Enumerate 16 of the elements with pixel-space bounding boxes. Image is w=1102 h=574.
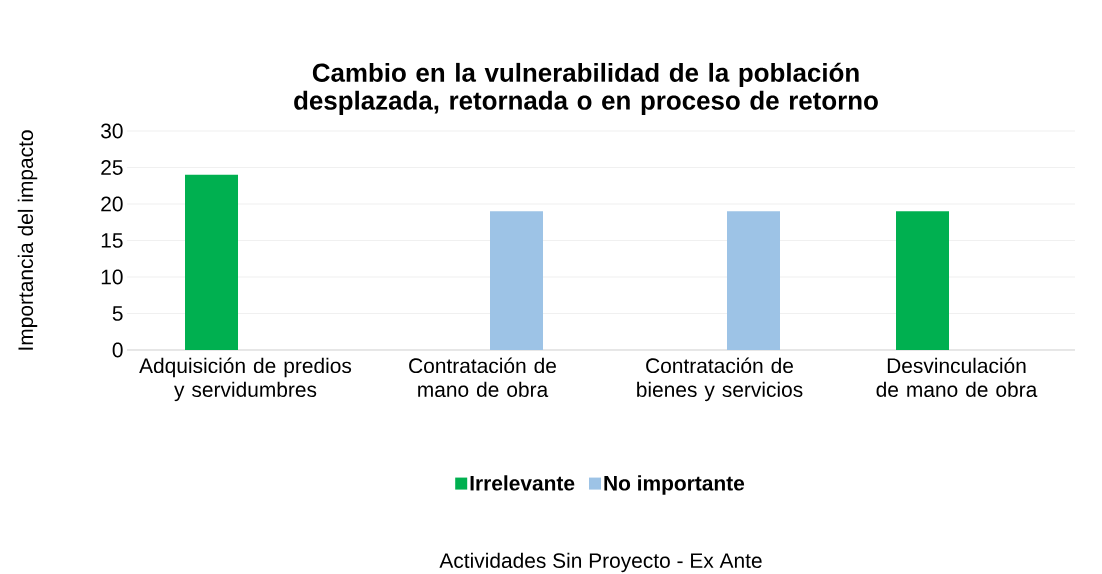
y-tick-label: 15 [101,233,123,248]
y-axis-title: Importancia del impacto [17,130,38,350]
y-tick-label: 30 [101,123,123,139]
y-tick-label: 10 [101,269,123,285]
y-tick-label: 0 [112,342,123,358]
y-tick-label: 5 [112,306,123,321]
y-tick-label: 20 [101,196,123,212]
y-tick-label: 25 [101,160,123,175]
legend-label: Irrelevante [470,475,575,491]
legend-label: No importante [604,475,745,495]
x-tick-label: Adquisición de predios y servidumbres [139,357,352,402]
x-tick-label: Contratación de mano de obra [409,357,556,398]
chart-title: Cambio en la vulnerabilidad de la población desplazada, retornada o en proceso de retorno [294,62,878,115]
x-tick-label: Desvinculación de mano de obra [876,357,1038,398]
text: Actividades Sin Proyecto - Ex Ante [439,552,762,573]
x-tick-label: Contratación de bienes y servicios [637,357,803,402]
